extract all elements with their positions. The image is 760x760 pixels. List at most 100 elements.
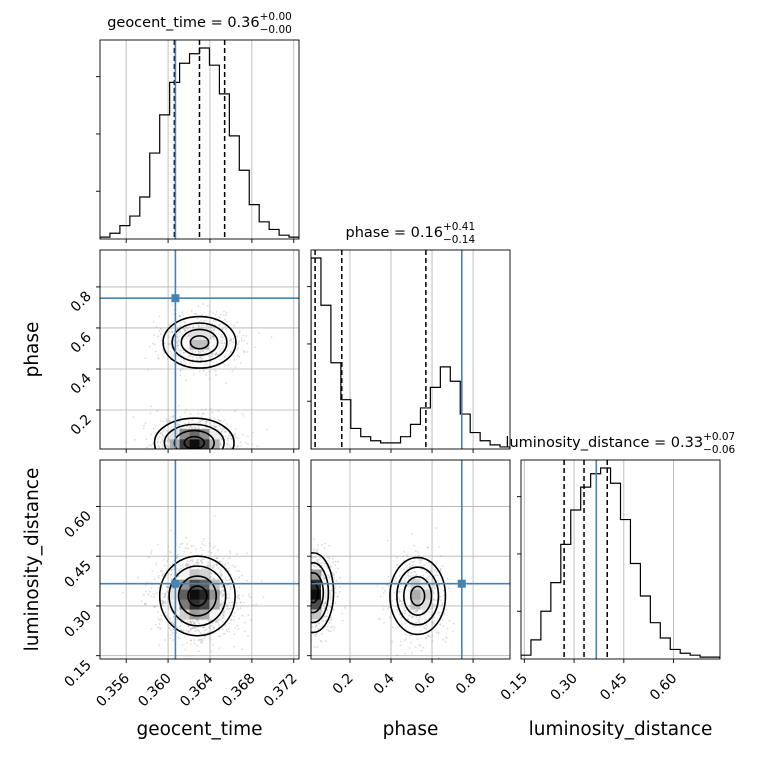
sample-point <box>300 628 302 630</box>
sample-point <box>187 661 189 663</box>
sample-point <box>154 343 156 346</box>
sample-point <box>330 630 332 633</box>
sample-point <box>401 622 403 625</box>
sample-point <box>170 568 173 571</box>
sample-point <box>425 571 428 574</box>
sample-point <box>223 419 226 421</box>
sample-point <box>306 600 308 602</box>
sample-point <box>209 627 212 630</box>
sample-point <box>308 535 310 537</box>
sample-point <box>220 336 223 339</box>
x-tick-label: 0.6 <box>412 670 439 697</box>
sample-point <box>295 590 297 592</box>
sample-point <box>221 586 224 588</box>
sample-point <box>291 581 293 583</box>
sample-point <box>201 567 204 570</box>
sample-point <box>203 451 205 453</box>
sample-point <box>419 561 422 564</box>
sample-point <box>306 597 308 599</box>
sample-point <box>304 600 306 602</box>
sample-point <box>306 598 308 600</box>
sample-point <box>234 577 237 580</box>
sample-point <box>398 598 401 601</box>
sample-point <box>234 410 236 413</box>
sample-point <box>180 351 182 353</box>
sample-point <box>145 602 147 605</box>
contours <box>158 555 236 637</box>
sample-point <box>164 565 166 567</box>
sample-point <box>304 585 306 587</box>
sample-point <box>170 568 173 571</box>
sample-point <box>213 368 216 371</box>
sample-point <box>220 573 223 576</box>
sample-point <box>306 577 308 579</box>
sample-point <box>305 603 307 605</box>
sample-point <box>153 334 155 337</box>
sample-point <box>215 620 217 623</box>
sample-point <box>251 443 254 446</box>
sample-point <box>162 452 164 454</box>
sample-point <box>294 581 296 583</box>
sample-point <box>154 425 157 427</box>
sample-point <box>143 603 146 606</box>
sample-point <box>201 540 204 543</box>
sample-point <box>222 362 225 365</box>
sample-point <box>415 616 418 619</box>
sample-point <box>305 624 307 626</box>
sample-point <box>400 580 403 582</box>
sample-point <box>423 609 426 612</box>
sample-point <box>200 457 202 459</box>
sample-point <box>154 623 157 626</box>
sample-point <box>328 544 331 547</box>
panel-phase-luminosity_distance <box>285 459 511 660</box>
sample-point <box>226 630 229 633</box>
sample-point <box>187 563 190 566</box>
sample-point <box>307 611 309 613</box>
sample-point <box>147 593 150 596</box>
sample-point <box>171 304 174 307</box>
sample-point <box>210 456 212 458</box>
sample-point <box>300 557 302 559</box>
sample-point <box>433 616 436 619</box>
sample-point <box>204 363 206 366</box>
sample-point <box>193 473 195 475</box>
sample-point <box>158 626 161 629</box>
sample-point <box>423 627 426 629</box>
sample-point <box>302 552 304 554</box>
sample-point <box>184 329 187 332</box>
sample-point <box>300 553 302 555</box>
sample-point <box>285 588 287 590</box>
sample-point <box>213 424 216 427</box>
sample-point <box>222 628 224 631</box>
sample-point <box>215 621 217 624</box>
sample-point <box>304 590 306 592</box>
x-tick-label: 0.8 <box>453 671 480 698</box>
sample-point <box>405 638 408 641</box>
sample-point <box>228 550 231 553</box>
sample-point <box>237 594 240 597</box>
sample-point <box>165 586 168 588</box>
sample-point <box>169 619 172 622</box>
sample-point <box>413 560 416 563</box>
sample-point <box>437 612 439 614</box>
sample-point <box>433 598 436 601</box>
sample-point <box>318 622 320 625</box>
sample-point <box>223 356 226 359</box>
sample-point <box>171 631 174 634</box>
sample-point <box>324 602 327 605</box>
sample-point <box>303 607 305 609</box>
sample-point <box>240 339 243 342</box>
sample-point <box>186 543 189 546</box>
sample-point <box>188 468 190 470</box>
sample-point <box>322 576 325 578</box>
sample-point <box>167 438 170 440</box>
sample-point <box>403 640 406 642</box>
sample-point <box>236 624 239 627</box>
sample-point <box>431 603 434 606</box>
sample-point <box>217 419 220 421</box>
sample-point <box>203 558 205 561</box>
sample-point <box>206 454 208 456</box>
sample-point <box>253 346 256 349</box>
sample-point <box>311 557 314 560</box>
sample-point <box>184 422 186 425</box>
